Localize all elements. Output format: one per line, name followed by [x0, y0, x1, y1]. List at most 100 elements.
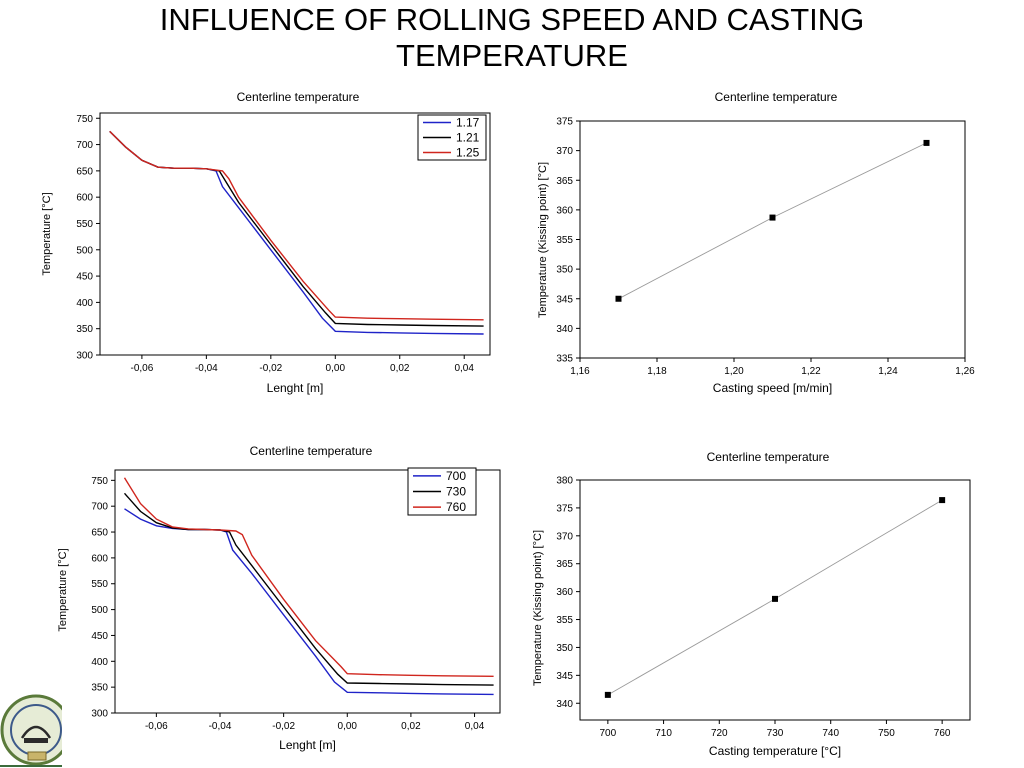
series-line — [618, 142, 927, 300]
y-tick-label: 350 — [556, 643, 573, 654]
y-tick-label: 360 — [556, 205, 573, 216]
y-tick-label: 350 — [556, 265, 573, 276]
y-axis-label: Temperature [°C] — [41, 192, 53, 275]
x-tick-label: 0,02 — [401, 721, 421, 732]
y-tick-label: 345 — [556, 294, 573, 305]
x-tick-label: 0,00 — [326, 363, 346, 374]
y-tick-label: 355 — [556, 615, 573, 626]
y-tick-label: 700 — [91, 502, 108, 513]
y-tick-label: 500 — [91, 605, 108, 616]
y-axis-label: Temperature (Kissing point) [°C] — [532, 530, 544, 686]
data-point — [939, 497, 946, 504]
y-tick-label: 345 — [556, 671, 573, 682]
x-tick-label: -0,04 — [209, 721, 232, 732]
x-tick-label: 1,18 — [647, 366, 667, 377]
y-axis-label: Temperature (Kissing point) [°C] — [537, 162, 549, 318]
x-tick-label: 750 — [878, 728, 895, 739]
series-line — [109, 130, 484, 335]
x-tick-label: 1,20 — [724, 366, 744, 377]
series-line — [109, 130, 484, 321]
y-tick-label: 400 — [76, 298, 93, 309]
data-point — [769, 214, 776, 221]
legend-label: 700 — [446, 469, 466, 483]
y-tick-label: 370 — [556, 146, 573, 157]
y-tick-label: 365 — [556, 176, 573, 187]
data-point — [615, 295, 622, 302]
x-tick-label: -0,06 — [145, 721, 168, 732]
x-tick-label: 1,16 — [570, 366, 590, 377]
series-line — [123, 492, 494, 686]
x-tick-label: 760 — [934, 728, 951, 739]
y-tick-label: 600 — [76, 193, 93, 204]
plot-frame — [114, 469, 501, 714]
x-tick-label: -0,04 — [195, 363, 218, 374]
x-tick-label: 720 — [711, 728, 728, 739]
y-tick-label: 355 — [556, 235, 573, 246]
series-line — [123, 477, 494, 677]
plot-frame — [579, 120, 966, 359]
y-tick-label: 370 — [556, 531, 573, 542]
y-tick-label: 650 — [91, 528, 108, 539]
x-tick-label: 0,04 — [454, 363, 474, 374]
slide-title-line-1: INFLUENCE OF ROLLING SPEED AND CASTING — [159, 2, 865, 37]
x-tick-label: -0,02 — [272, 721, 295, 732]
data-point — [772, 595, 778, 602]
x-axis-label: Casting temperature [°C] — [709, 744, 841, 758]
slide-title: INFLUENCE OF ROLLING SPEED AND CASTING T… — [0, 2, 1024, 74]
y-tick-label: 300 — [76, 351, 93, 362]
y-tick-label: 380 — [556, 476, 573, 487]
y-tick-label: 340 — [556, 324, 573, 335]
y-tick-label: 450 — [91, 631, 108, 642]
plot-frame — [99, 112, 491, 356]
y-tick-label: 450 — [76, 272, 93, 283]
x-tick-label: 0,04 — [465, 721, 485, 732]
x-tick-label: 0,00 — [338, 721, 358, 732]
legend-label: 760 — [446, 500, 466, 514]
university-logo — [0, 686, 62, 768]
y-tick-label: 340 — [556, 699, 573, 710]
x-axis-label: Lenght [m] — [279, 738, 336, 752]
y-tick-label: 750 — [91, 476, 108, 487]
y-axis-label: Temperature [°C] — [57, 548, 69, 631]
x-tick-label: 1,26 — [955, 366, 975, 377]
y-tick-label: 335 — [556, 354, 573, 365]
y-tick-label: 400 — [91, 657, 108, 668]
series-line — [109, 130, 484, 327]
y-tick-label: 550 — [91, 579, 108, 590]
legend-label: 1.21 — [456, 131, 480, 145]
chart-title: Centerline temperature — [250, 444, 373, 458]
chart-title: Centerline temperature — [715, 90, 838, 104]
y-tick-label: 300 — [91, 709, 108, 720]
series-line — [124, 508, 494, 696]
data-point — [604, 691, 611, 698]
x-axis-label: Casting speed [m/min] — [713, 381, 832, 395]
y-tick-label: 550 — [76, 219, 93, 230]
y-tick-label: 600 — [91, 553, 108, 564]
x-tick-label: 710 — [655, 728, 672, 739]
x-tick-label: -0,06 — [131, 363, 154, 374]
legend-label: 730 — [446, 485, 466, 499]
y-tick-label: 365 — [556, 559, 573, 570]
x-tick-label: 700 — [600, 728, 617, 739]
y-tick-label: 750 — [76, 114, 93, 125]
y-tick-label: 700 — [76, 140, 93, 151]
y-tick-label: 360 — [556, 587, 573, 598]
y-tick-label: 375 — [556, 503, 573, 514]
y-tick-label: 350 — [91, 683, 108, 694]
y-tick-label: 500 — [76, 245, 93, 256]
data-point — [923, 139, 930, 146]
legend-label: 1.17 — [456, 116, 480, 130]
x-tick-label: 740 — [822, 728, 839, 739]
legend-label: 1.25 — [456, 146, 480, 160]
x-tick-label: 0,02 — [390, 363, 410, 374]
y-tick-label: 350 — [76, 324, 93, 335]
x-tick-label: -0,02 — [259, 363, 282, 374]
y-tick-label: 650 — [76, 166, 93, 177]
y-tick-label: 375 — [556, 117, 573, 128]
x-tick-label: 730 — [767, 728, 784, 739]
x-tick-label: 1,22 — [801, 366, 821, 377]
chart-title: Centerline temperature — [707, 450, 830, 464]
x-axis-label: Lenght [m] — [267, 381, 324, 395]
slide-title-line-2: TEMPERATURE — [396, 38, 628, 73]
x-tick-label: 1,24 — [878, 366, 898, 377]
